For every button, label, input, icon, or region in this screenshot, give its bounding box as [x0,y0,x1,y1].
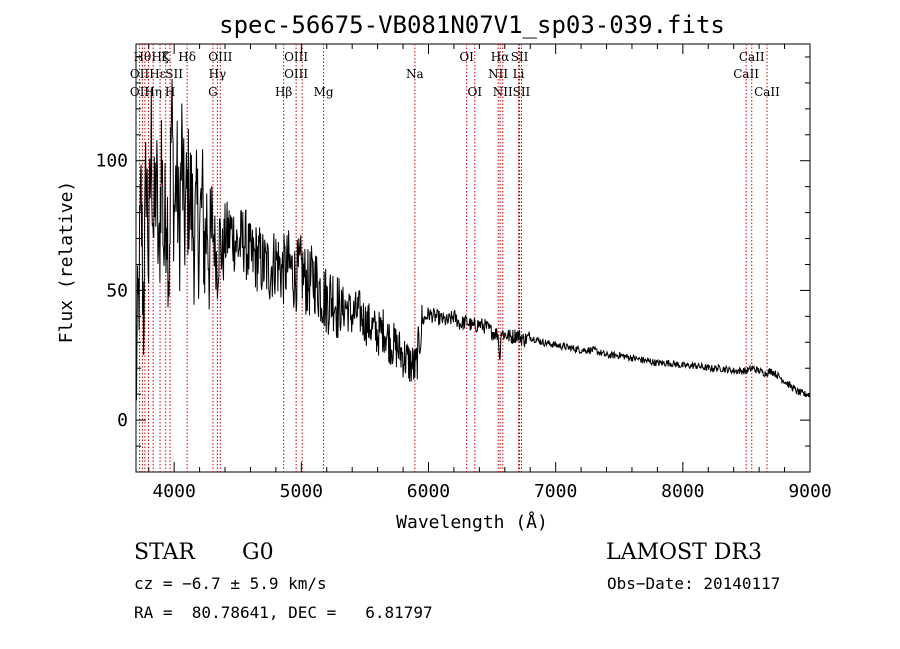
line-label-13: OIII [284,50,308,64]
x-tick-label-4: 8000 [661,481,704,502]
y-tick-label-2: 100 [95,151,128,172]
line-label-25: SII [513,85,531,99]
y-tick-label-0: 0 [117,410,128,431]
line-label-8: H [165,85,175,99]
coordinates: RA = 80.78641, DEC = 6.81797 [134,603,433,622]
line-label-24: NII [493,85,513,99]
object-subclass: G0 [242,540,274,565]
plot-frame [135,43,811,473]
y-axis-label: Flux (relative) [56,181,77,344]
line-label-15: Hβ [275,85,292,99]
line-label-27: CaII [733,67,759,81]
line-label-20: Hα [491,50,510,64]
flux-series [135,78,811,401]
x-tick-label-0: 4000 [152,481,195,502]
line-label-19: OI [467,85,482,99]
line-label-4: Hζ [152,50,169,64]
line-label-9: Hδ [178,50,196,64]
line-label-0: Hθ [134,50,152,64]
line-label-11: Hγ [209,67,227,81]
line-label-14: OIII [284,67,308,81]
x-tick-label-5: 9000 [788,481,831,502]
line-label-2: OII [130,85,150,99]
line-label-28: CaII [754,85,780,99]
line-label-1: OII [130,67,150,81]
line-label-12: G [208,85,218,99]
axis-tick-labels: 4000 5000 6000 7000 8000 9000 0 50 100 [95,151,831,502]
x-tick-label-2: 6000 [407,481,450,502]
line-label-22: NII [488,67,508,81]
x-tick-label-3: 7000 [534,481,577,502]
line-label-5: Hε [149,67,166,81]
line-label-6: K [161,50,171,64]
observation-date: Obs−Date: 20140117 [607,574,780,593]
x-axis-label: Wavelength (Å) [396,511,548,533]
line-label-7: SII [165,67,183,81]
line-label-18: OI [459,50,474,64]
line-label-16: Mg [314,85,334,99]
redshift-cz: cz = −6.7 ± 5.9 km/s [134,574,327,593]
chart-title: spec-56675-VB081N07V1_sp03-039.fits [219,11,725,39]
series-line-flux [135,78,811,401]
survey-name: LAMOST DR3 [606,540,762,565]
line-label-26: CaII [739,50,765,64]
object-class: STAR [134,540,196,565]
line-label-23: Li [513,67,525,81]
line-label-10: OIII [208,50,232,64]
x-tick-label-1: 5000 [280,481,323,502]
axis-ticks [136,44,811,472]
line-label-3: Hη [144,85,162,99]
spectral-line-markers [139,44,768,472]
y-tick-label-1: 50 [106,280,128,301]
line-label-17: Na [406,67,424,81]
line-label-21: SII [511,50,529,64]
